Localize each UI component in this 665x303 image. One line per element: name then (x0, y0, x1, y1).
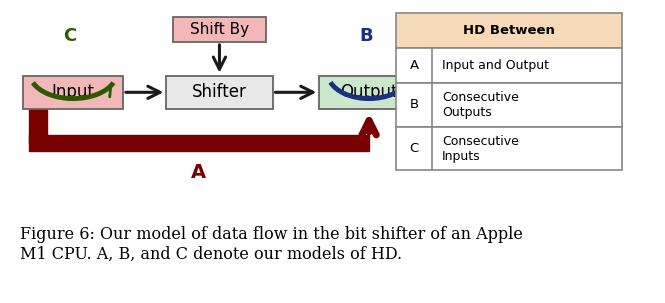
Text: Figure 6: Our model of data flow in the bit shifter of an Apple
M1 CPU. A, B, an: Figure 6: Our model of data flow in the … (20, 226, 523, 262)
Text: HD Between: HD Between (463, 24, 555, 37)
FancyBboxPatch shape (396, 127, 622, 170)
Text: B: B (410, 98, 418, 112)
Text: B: B (359, 27, 372, 45)
Text: A: A (192, 163, 206, 182)
Text: C: C (410, 142, 418, 155)
Text: C: C (63, 27, 76, 45)
Text: Shifter: Shifter (192, 83, 247, 101)
FancyBboxPatch shape (396, 13, 622, 48)
Text: Output: Output (340, 83, 398, 101)
Bar (29, 135, 369, 151)
FancyBboxPatch shape (396, 48, 622, 83)
Text: Shift By: Shift By (190, 22, 249, 37)
FancyBboxPatch shape (319, 75, 419, 109)
Text: Consecutive
Outputs: Consecutive Outputs (442, 91, 519, 119)
FancyBboxPatch shape (166, 75, 273, 109)
Text: Input and Output: Input and Output (442, 59, 549, 72)
FancyBboxPatch shape (396, 83, 622, 127)
Text: Consecutive
Inputs: Consecutive Inputs (442, 135, 519, 163)
FancyBboxPatch shape (23, 75, 123, 109)
Text: Input: Input (52, 83, 94, 101)
Bar (29, 109, 47, 143)
FancyBboxPatch shape (173, 17, 266, 42)
Text: A: A (410, 59, 418, 72)
